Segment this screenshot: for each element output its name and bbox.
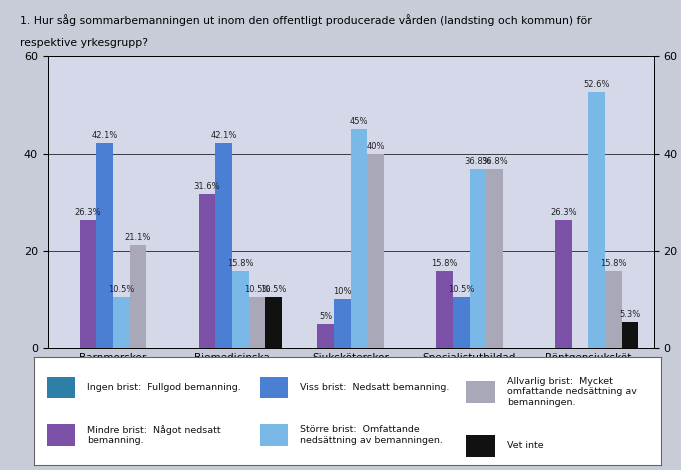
Bar (199, 194, 215, 348)
Bar (259, 376, 288, 398)
Bar (215, 143, 232, 348)
Bar (466, 435, 494, 457)
Bar (605, 271, 622, 348)
Text: 15.8%: 15.8% (431, 259, 458, 268)
Text: 5%: 5% (319, 312, 332, 321)
Text: 15.8%: 15.8% (600, 259, 627, 268)
Bar (470, 169, 486, 348)
Bar (622, 322, 638, 348)
Bar (453, 297, 470, 348)
Text: 42.1%: 42.1% (91, 132, 118, 141)
Bar (249, 297, 265, 348)
Bar (80, 220, 97, 348)
Bar (334, 299, 351, 348)
Bar (46, 376, 75, 398)
Text: 10.5%: 10.5% (448, 285, 475, 294)
Bar (265, 297, 282, 348)
Bar (232, 271, 249, 348)
Bar (466, 381, 494, 403)
Bar (486, 169, 503, 348)
Text: 40%: 40% (366, 141, 385, 150)
Text: 26.3%: 26.3% (75, 208, 101, 217)
Text: 36.8%: 36.8% (481, 157, 508, 166)
Text: 52.6%: 52.6% (584, 80, 610, 89)
Text: Viss brist:  Nedsatt bemanning.: Viss brist: Nedsatt bemanning. (300, 383, 449, 392)
Bar (588, 92, 605, 348)
Bar (367, 154, 384, 348)
Text: Mindre brist:  Något nedsatt
bemanning.: Mindre brist: Något nedsatt bemanning. (87, 425, 221, 445)
Bar (555, 220, 572, 348)
Bar (351, 129, 367, 348)
Text: 15.8%: 15.8% (227, 259, 253, 268)
Text: Allvarlig brist:  Mycket
omfattande nedsättning av
bemanningen.: Allvarlig brist: Mycket omfattande nedsä… (507, 377, 637, 407)
Text: 10.5%: 10.5% (108, 285, 135, 294)
Text: 10.5%: 10.5% (260, 285, 287, 294)
Text: 42.1%: 42.1% (210, 132, 237, 141)
Text: 10.5%: 10.5% (244, 285, 270, 294)
Text: 21.1%: 21.1% (125, 234, 151, 243)
Bar (437, 271, 453, 348)
Text: 26.3%: 26.3% (550, 208, 577, 217)
Bar (46, 424, 75, 446)
Bar (113, 297, 129, 348)
Text: 10%: 10% (333, 287, 351, 296)
Bar (97, 143, 113, 348)
Text: 5.3%: 5.3% (619, 310, 641, 319)
Bar (317, 323, 334, 348)
Text: 31.6%: 31.6% (193, 182, 220, 191)
Bar (129, 245, 146, 348)
Text: 36.8%: 36.8% (464, 157, 491, 166)
Text: Större brist:  Omfattande
nedsättning av bemanningen.: Större brist: Omfattande nedsättning av … (300, 425, 443, 445)
Text: respektive yrkesgrupp?: respektive yrkesgrupp? (20, 38, 148, 47)
Bar (259, 424, 288, 446)
Text: 1. Hur såg sommarbemanningen ut inom den offentligt producerade vården (landstin: 1. Hur såg sommarbemanningen ut inom den… (20, 14, 592, 26)
Text: Vet inte: Vet inte (507, 441, 543, 450)
Text: 45%: 45% (350, 118, 368, 126)
Text: Ingen brist:  Fullgod bemanning.: Ingen brist: Fullgod bemanning. (87, 383, 241, 392)
